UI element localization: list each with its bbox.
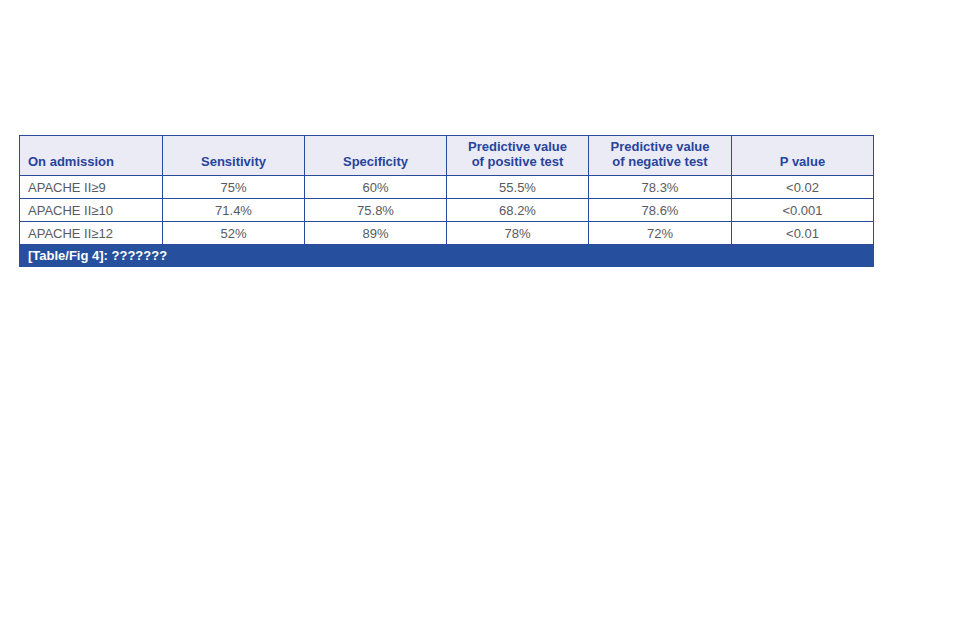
cell-on-admission: APACHE II≥10 [20,199,163,222]
cell-predictive-negative: 72% [589,222,732,245]
table-caption: [Table/Fig 4]: ??????? [20,245,874,267]
cell-predictive-negative: 78.3% [589,176,732,199]
cell-predictive-positive: 78% [447,222,589,245]
cell-sensitivity: 71.4% [163,199,305,222]
cell-predictive-negative: 78.6% [589,199,732,222]
apache-ii-results-table: On admission Sensitivity Specificity Pre… [19,135,874,267]
cell-specificity: 89% [305,222,447,245]
cell-specificity: 75.8% [305,199,447,222]
column-header-predictive-positive: Predictive value of positive test [447,136,589,176]
column-header-on-admission: On admission [20,136,163,176]
cell-predictive-positive: 68.2% [447,199,589,222]
header-row: On admission Sensitivity Specificity Pre… [20,136,874,176]
cell-p-value: <0.001 [732,199,874,222]
column-header-specificity: Specificity [305,136,447,176]
cell-predictive-positive: 55.5% [447,176,589,199]
cell-p-value: <0.02 [732,176,874,199]
column-header-sensitivity: Sensitivity [163,136,305,176]
table-row-apache-12: APACHE II≥12 52% 89% 78% 72% <0.01 [20,222,874,245]
cell-p-value: <0.01 [732,222,874,245]
cell-on-admission: APACHE II≥9 [20,176,163,199]
column-header-predictive-negative: Predictive value of negative test [589,136,732,176]
cell-specificity: 60% [305,176,447,199]
cell-sensitivity: 75% [163,176,305,199]
cell-sensitivity: 52% [163,222,305,245]
caption-row: [Table/Fig 4]: ??????? [20,245,874,267]
cell-on-admission: APACHE II≥12 [20,222,163,245]
table-row-apache-10: APACHE II≥10 71.4% 75.8% 68.2% 78.6% <0.… [20,199,874,222]
table-row-apache-9: APACHE II≥9 75% 60% 55.5% 78.3% <0.02 [20,176,874,199]
column-header-p-value: P value [732,136,874,176]
